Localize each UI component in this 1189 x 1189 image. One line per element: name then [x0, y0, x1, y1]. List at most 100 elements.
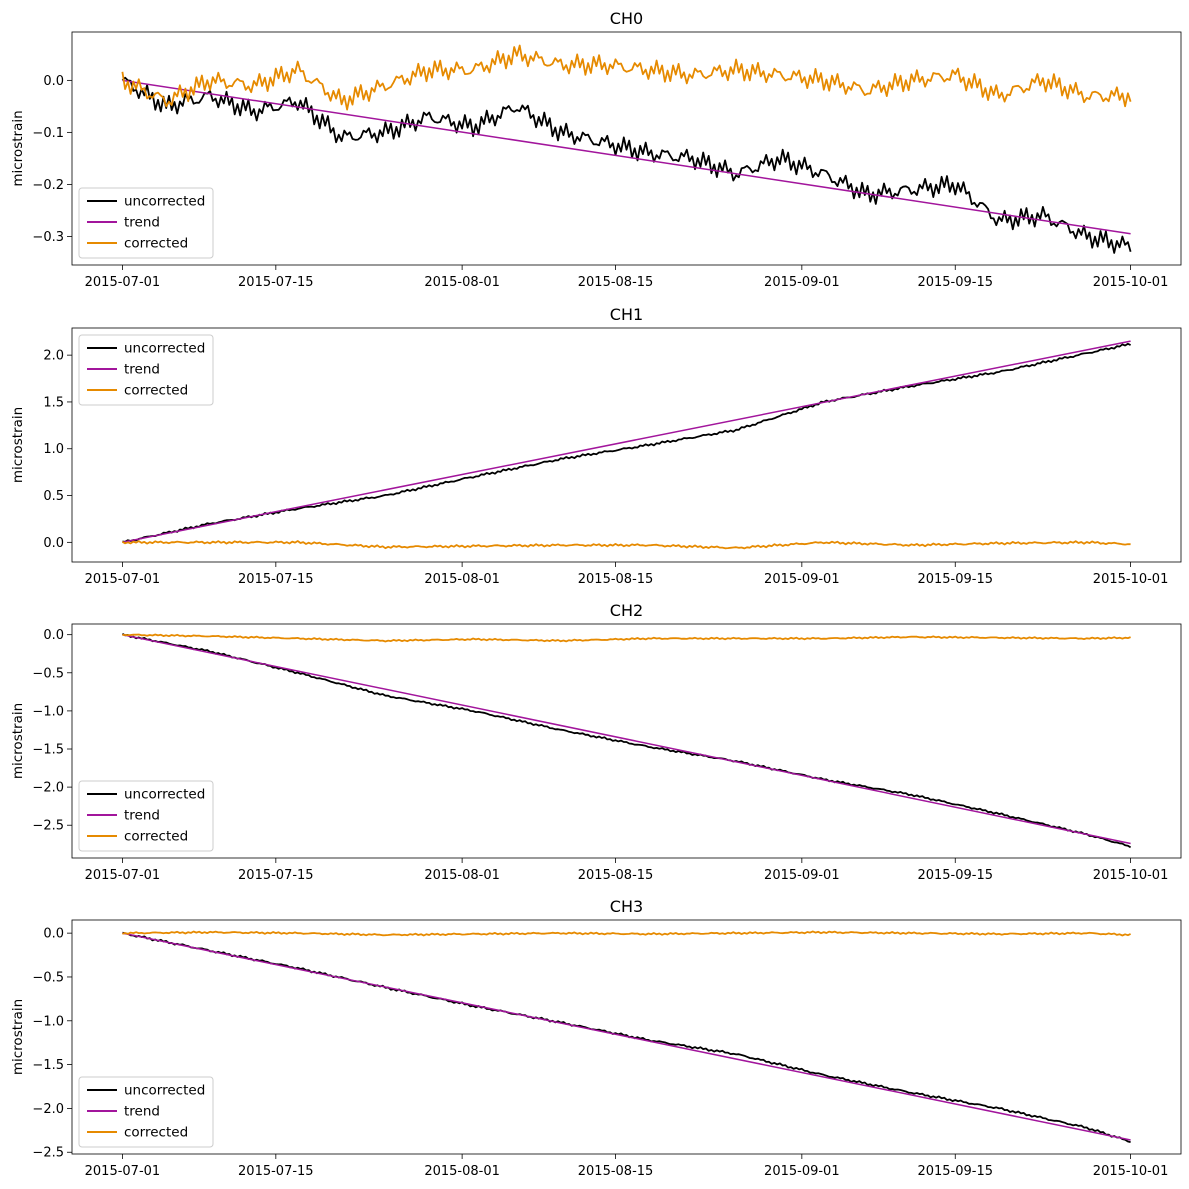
legend-label-trend: trend	[124, 808, 160, 824]
legend-label-trend: trend	[124, 215, 160, 231]
series-group	[121, 44, 1132, 254]
y-tick-label: 2.0	[43, 349, 64, 364]
legend: uncorrected trend corrected	[78, 1076, 214, 1148]
legend: uncorrected trend corrected	[78, 334, 214, 406]
x-tick-label: 2015-08-01	[424, 868, 500, 883]
y-tick-label: 0.0	[43, 628, 64, 643]
chart-panel-ch2: CH2 microstrain 2015-07-01 2015-07-15 2015-0…	[10, 601, 1182, 883]
series-line-uncorrected	[122, 342, 1131, 543]
legend-label-corrected: corrected	[124, 383, 188, 399]
x-tick-label: 2015-07-15	[238, 868, 314, 883]
series-line-trend	[122, 932, 1131, 1141]
y-axis-label: microstrain	[10, 110, 26, 186]
axes-frame	[71, 623, 1182, 859]
x-tick-label: 2015-07-01	[85, 572, 161, 587]
legend-label-corrected: corrected	[124, 829, 188, 845]
x-tick-label: 2015-09-15	[917, 572, 993, 587]
series-line-trend	[122, 340, 1131, 544]
y-tick-label: −0.5	[32, 970, 64, 985]
x-tick-label: 2015-09-15	[917, 868, 993, 883]
y-tick-label: −0.2	[32, 178, 64, 193]
x-tick-label: 2015-07-15	[238, 275, 314, 290]
chart-panel-ch3: CH3 microstrain 2015-07-01 2015-07-15 2015-0…	[10, 897, 1182, 1179]
y-tick-label: −1.5	[32, 743, 64, 758]
y-tick-label: −1.0	[32, 704, 64, 719]
legend-label-uncorrected: uncorrected	[124, 194, 205, 210]
series-line-corrected	[121, 540, 1131, 550]
x-tick-label: 2015-08-01	[424, 572, 500, 587]
y-tick-label: −2.5	[32, 819, 64, 834]
series-line-trend	[122, 633, 1131, 845]
x-tick-label: 2015-09-15	[917, 1164, 993, 1179]
x-tick-label: 2015-10-01	[1093, 868, 1169, 883]
x-tick-label: 2015-07-01	[85, 868, 161, 883]
axes-frame	[71, 31, 1182, 266]
x-tick-label: 2015-07-01	[85, 275, 161, 290]
series-line-uncorrected	[121, 633, 1132, 849]
legend-label-uncorrected: uncorrected	[124, 1083, 205, 1099]
legend-label-uncorrected: uncorrected	[124, 341, 205, 357]
x-tick-label: 2015-08-15	[578, 1164, 654, 1179]
chart-panel-ch0: CH0 microstrain 2015-07-01 2015-07-15 2015-0…	[10, 9, 1182, 290]
legend: uncorrected trend corrected	[78, 780, 214, 852]
legend-box	[78, 780, 214, 852]
chart-title: CH2	[610, 601, 643, 620]
y-tick-label: −0.5	[32, 666, 64, 681]
chart-title: CH3	[610, 897, 643, 916]
y-tick-label: 1.5	[43, 395, 64, 410]
legend-box	[78, 1076, 214, 1148]
y-tick-label: 0.0	[43, 536, 64, 551]
y-tick-label: −2.5	[32, 1146, 64, 1161]
y-tick-label: 0.0	[43, 74, 64, 89]
x-tick-label: 2015-09-01	[764, 275, 840, 290]
x-tick-label: 2015-07-15	[238, 1164, 314, 1179]
y-tick-label: −2.0	[32, 781, 64, 796]
x-tick-label: 2015-07-15	[238, 572, 314, 587]
y-tick-label: −0.3	[32, 230, 64, 245]
y-axis-label: microstrain	[10, 999, 26, 1075]
series-line-trend	[122, 79, 1131, 235]
legend: uncorrected trend corrected	[78, 187, 214, 259]
y-tick-label: −1.5	[32, 1058, 64, 1073]
legend-label-corrected: corrected	[124, 236, 188, 252]
series-line-uncorrected	[121, 76, 1132, 254]
legend-label-uncorrected: uncorrected	[124, 787, 205, 803]
y-axis-label: microstrain	[10, 703, 26, 779]
x-tick-label: 2015-09-01	[764, 1164, 840, 1179]
x-tick-label: 2015-10-01	[1093, 1164, 1169, 1179]
x-tick-label: 2015-08-01	[424, 275, 500, 290]
chart-title: CH1	[610, 305, 643, 324]
legend-box	[78, 187, 214, 259]
series-line-corrected	[121, 44, 1132, 111]
chart-title: CH0	[610, 9, 643, 28]
y-tick-label: −2.0	[32, 1102, 64, 1117]
y-tick-label: −0.1	[32, 126, 64, 141]
x-tick-label: 2015-08-15	[578, 572, 654, 587]
y-tick-label: 0.0	[43, 927, 64, 942]
series-line-corrected	[122, 930, 1131, 937]
legend-label-trend: trend	[124, 362, 160, 378]
x-tick-label: 2015-08-01	[424, 1164, 500, 1179]
chart-panel-ch1: CH1 microstrain 2015-07-01 2015-07-15 2015-0…	[10, 305, 1182, 587]
x-tick-label: 2015-09-01	[764, 572, 840, 587]
x-tick-label: 2015-09-15	[917, 275, 993, 290]
legend-label-corrected: corrected	[124, 1125, 188, 1141]
series-group	[122, 930, 1131, 1143]
x-tick-label: 2015-07-01	[85, 1164, 161, 1179]
axes-frame	[71, 919, 1182, 1155]
legend-box	[78, 334, 214, 406]
y-tick-label: 0.5	[43, 489, 64, 504]
y-tick-label: −1.0	[32, 1014, 64, 1029]
x-tick-label: 2015-08-15	[578, 868, 654, 883]
y-axis-label: microstrain	[10, 407, 26, 483]
series-group	[121, 340, 1131, 550]
series-group	[121, 633, 1132, 849]
x-tick-label: 2015-10-01	[1093, 275, 1169, 290]
series-line-corrected	[122, 633, 1131, 643]
x-tick-label: 2015-08-15	[578, 275, 654, 290]
axes-frame	[71, 327, 1182, 563]
legend-label-trend: trend	[124, 1104, 160, 1120]
y-tick-label: 1.0	[43, 442, 64, 457]
x-tick-label: 2015-09-01	[764, 868, 840, 883]
